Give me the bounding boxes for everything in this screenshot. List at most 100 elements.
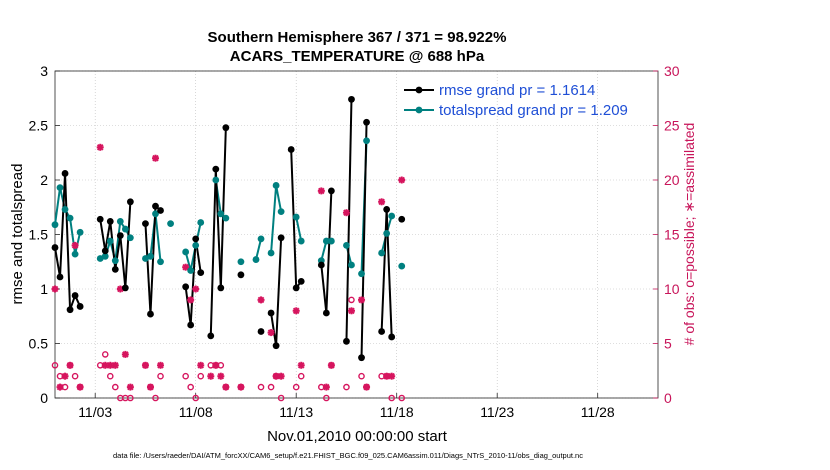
assimilated-star-d2	[363, 383, 370, 391]
assimilated-star-d2	[147, 383, 154, 391]
spread-point	[61, 206, 69, 213]
rmse-point	[222, 124, 230, 132]
legend-spread-label: totalspread grand pr = 1.209	[439, 102, 628, 119]
possible-obs-point	[106, 372, 114, 380]
rmse-point	[197, 269, 205, 277]
assimilated-star-d2	[297, 361, 305, 369]
assimilated-star-d2	[292, 307, 300, 315]
assimilated-obs-point	[297, 361, 305, 369]
possible-obs-point	[71, 372, 79, 380]
assimilated-star-d2	[323, 383, 330, 391]
assimilated-star-d2	[207, 372, 215, 380]
assimilated-obs-point	[257, 296, 265, 304]
possible-obs-point	[192, 394, 199, 402]
assimilated-obs-point	[71, 241, 79, 249]
spread-point	[267, 249, 275, 257]
spread-point	[56, 184, 64, 192]
legend-spread-marker	[415, 106, 423, 114]
rmse-point	[61, 170, 69, 177]
rmse-line-segment	[209, 169, 217, 336]
rmse-point	[398, 215, 406, 223]
rmse-point	[147, 310, 154, 318]
assimilated-star-d2	[152, 154, 159, 162]
assimilated-star-d2	[157, 361, 164, 369]
rmse-point	[152, 202, 159, 210]
spread-point	[398, 262, 406, 270]
spread-point	[272, 182, 280, 189]
possible-obs-point	[101, 351, 109, 358]
rmse-line-segment	[104, 221, 112, 252]
spread-point	[252, 256, 260, 263]
rmse-line-segment	[99, 219, 107, 252]
rmse-line-segment	[380, 209, 388, 332]
assimilated-star-d2	[267, 329, 275, 336]
rmse-point	[182, 283, 190, 291]
spread-point	[111, 257, 119, 265]
rmse-point	[217, 284, 225, 292]
rmse-point	[383, 206, 391, 213]
rmse-point	[106, 218, 114, 225]
rmse-line-segment	[144, 223, 152, 315]
spread-point	[212, 176, 220, 184]
rmse-point	[343, 337, 350, 345]
assimilated-star-d2	[257, 296, 265, 304]
y-tick-label: 0.5	[29, 336, 49, 352]
rmse-point	[71, 292, 79, 299]
rmse-point	[363, 118, 370, 126]
rmse-line-segment	[189, 238, 197, 326]
assimilated-star-d2	[398, 176, 406, 184]
rmse-point	[207, 332, 215, 340]
possible-obs-point	[187, 383, 194, 391]
spread-point	[167, 220, 174, 228]
spread-point	[383, 230, 391, 237]
rmse-point	[237, 271, 245, 279]
rmse-point	[142, 220, 149, 228]
assimilated-star-d2	[328, 361, 335, 369]
assimilated-star-d2	[96, 143, 104, 151]
x-tick-label: 11/28	[581, 404, 615, 420]
possible-obs-point	[292, 383, 300, 391]
possible-obs-point	[358, 372, 365, 380]
assimilated-star-d2	[56, 383, 64, 391]
rmse-point	[292, 284, 300, 292]
y-tick-label: 1	[40, 281, 48, 297]
possible-obs-point	[197, 372, 205, 380]
y-tick-label: 0	[40, 390, 48, 406]
assimilated-obs-point	[152, 154, 159, 162]
possible-obs-point	[398, 394, 406, 402]
spread-line-segment	[114, 221, 122, 261]
rmse-point	[187, 321, 195, 329]
rmse-line-segment	[64, 173, 72, 310]
y-axis-label-right: # of obs: o=possible; ∗=assimilated	[681, 123, 697, 346]
rmse-point	[66, 306, 74, 314]
rmse-line-segment	[275, 237, 283, 346]
assimilated-obs-point	[222, 383, 230, 391]
assimilated-obs-point	[157, 361, 165, 369]
spread-point	[71, 250, 79, 258]
assimilated-obs-point	[66, 361, 74, 369]
y-right-tick-label: 20	[664, 172, 680, 188]
possible-obs-point	[348, 296, 355, 304]
rmse-line-segment	[119, 235, 127, 289]
assimilated-star-d2	[212, 361, 220, 369]
y-right-tick-label: 25	[664, 118, 680, 134]
rmse-line-segment	[320, 264, 328, 314]
rmse-line-segment	[124, 201, 132, 288]
spread-point	[192, 242, 200, 249]
assimilated-star-d2	[111, 361, 119, 369]
possible-obs-point	[297, 372, 305, 380]
assimilated-star-d2	[197, 361, 205, 369]
y-right-tick-label: 30	[664, 63, 680, 79]
rmse-line-segment	[345, 99, 353, 342]
rmse-point	[51, 244, 59, 251]
spread-point	[182, 248, 190, 256]
assimilated-star-d2	[51, 285, 59, 293]
spread-point	[217, 210, 225, 218]
y-tick-label: 3	[40, 63, 48, 79]
rmse-line-segment	[59, 173, 67, 278]
assimilated-obs-point	[101, 361, 109, 369]
rmse-point	[96, 215, 104, 223]
legend-rmse-label: rmse grand pr = 1.1614	[439, 82, 595, 99]
spread-point	[322, 237, 330, 245]
